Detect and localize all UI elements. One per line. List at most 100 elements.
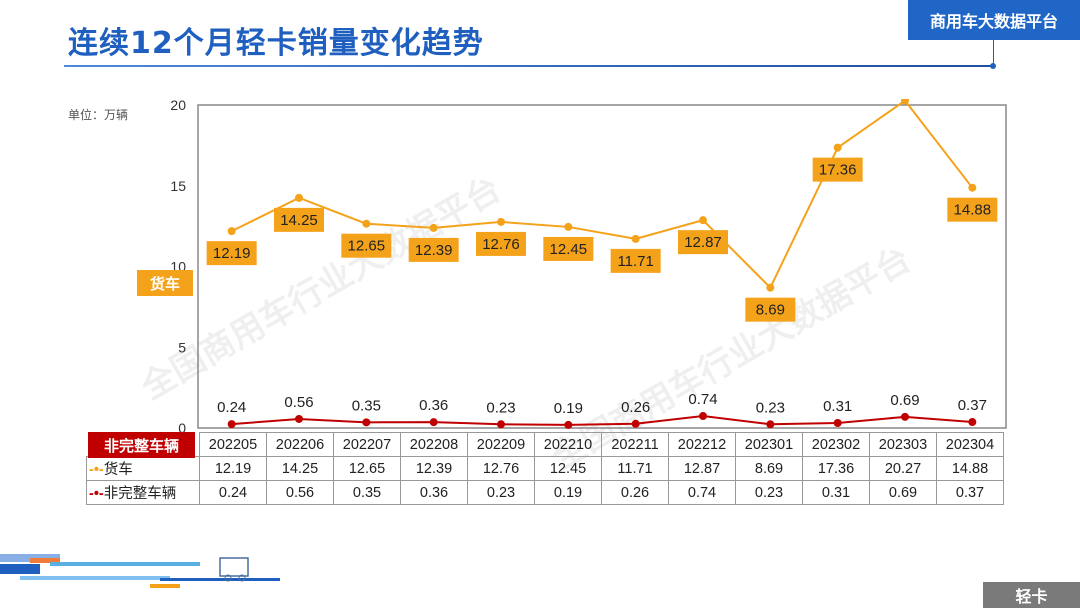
data-label: 12.39 xyxy=(415,242,453,259)
data-label: 12.76 xyxy=(482,236,520,253)
data-point xyxy=(362,418,371,427)
divider-dot xyxy=(990,63,996,69)
table-cell: 0.31 xyxy=(802,480,870,505)
data-point xyxy=(766,420,775,429)
brand-stem xyxy=(993,40,994,66)
table-cell: 17.36 xyxy=(802,456,870,481)
y-tick-label: 0 xyxy=(178,420,186,436)
data-label: 0.36 xyxy=(419,397,448,414)
table-header-cell: 202304 xyxy=(936,432,1004,457)
data-label-box xyxy=(745,297,796,322)
data-label: 11.71 xyxy=(617,253,653,270)
data-label: 0.74 xyxy=(688,391,717,408)
data-label: 12.19 xyxy=(213,245,251,262)
table-cell: 0.26 xyxy=(601,480,669,505)
page-title: 连续12个月轻卡销量变化趋势 xyxy=(68,26,484,61)
series-line-1 xyxy=(231,415,973,426)
table-cell: 0.36 xyxy=(400,480,468,505)
series-tag-truck: 货车 xyxy=(137,270,193,296)
y-tick-label: 15 xyxy=(170,178,186,194)
table-cell: 0.56 xyxy=(266,480,334,505)
data-label: 0.69 xyxy=(890,392,919,409)
data-label: 0.31 xyxy=(823,398,852,415)
table-cell: 12.76 xyxy=(467,456,535,481)
y-tick-label: 5 xyxy=(178,339,186,355)
table-cell: 0.37 xyxy=(936,480,1004,505)
unit-label: 单位：万辆 xyxy=(68,108,129,122)
data-point xyxy=(901,99,909,105)
table-cell: 0.24 xyxy=(199,480,267,505)
table-cell: 14.25 xyxy=(266,456,334,481)
data-label-box xyxy=(678,230,728,255)
data-label-box xyxy=(947,197,998,222)
data-label: 0.24 xyxy=(217,399,246,416)
data-label: 12.87 xyxy=(684,234,722,251)
data-point xyxy=(497,420,505,429)
data-point xyxy=(968,183,977,192)
table-header-cell: 202212 xyxy=(668,432,736,457)
plot-frame xyxy=(197,104,1007,429)
data-label: 17.36 xyxy=(819,162,857,179)
table-cell: 0.19 xyxy=(534,480,602,505)
data-table: 202205 202206 202207 202208 202209 202210 2022… xyxy=(86,432,1004,505)
data-point xyxy=(295,193,303,202)
table-header-cell: 202211 xyxy=(601,432,669,457)
data-label: 0.35 xyxy=(352,397,381,414)
data-point xyxy=(631,419,640,428)
data-label-box xyxy=(476,231,526,256)
data-label: 12.65 xyxy=(348,238,386,255)
legend-marker-icon: -•- xyxy=(89,462,104,478)
table-cell: 12.65 xyxy=(333,456,401,481)
table-cell: 8.69 xyxy=(735,456,803,481)
table-cell: 0.74 xyxy=(668,480,736,505)
data-point xyxy=(227,420,236,429)
table-header-cell: 202303 xyxy=(869,432,937,457)
data-label-box xyxy=(543,236,594,261)
data-point xyxy=(833,418,842,427)
brand-badge: 商用车大数据平台 xyxy=(908,0,1080,40)
data-label-box xyxy=(341,233,392,258)
table-header-cell: 202207 xyxy=(333,432,401,457)
legend-marker-icon: -•- xyxy=(89,486,104,502)
table-cell: 0.35 xyxy=(333,480,401,505)
table-cell: 12.39 xyxy=(400,456,468,481)
table-header-cell: 202205 xyxy=(199,432,267,457)
data-label-box xyxy=(610,248,661,273)
table-header-cell: 202208 xyxy=(400,432,468,457)
legend-label: 货车 xyxy=(103,462,133,478)
data-point xyxy=(699,412,707,421)
data-point xyxy=(227,227,236,236)
data-point xyxy=(901,412,909,421)
data-label: 8.69 xyxy=(756,302,785,319)
series-tag-incomplete: 非完整车辆 xyxy=(88,432,195,458)
data-point xyxy=(362,219,371,228)
table-cell: 14.88 xyxy=(936,456,1004,481)
data-label: 0.56 xyxy=(284,394,313,411)
data-point xyxy=(497,217,505,226)
data-label: 12.45 xyxy=(550,241,588,258)
data-label-box xyxy=(812,157,863,182)
data-point xyxy=(631,234,640,243)
truck-logo xyxy=(0,554,280,588)
table-row: -•-货车 12.19 14.25 12.65 12.39 12.76 12.45 11.71… xyxy=(86,456,1004,481)
data-point xyxy=(766,283,775,292)
category-tag: 轻卡 xyxy=(983,582,1080,608)
data-label: 14.88 xyxy=(954,202,992,219)
data-point xyxy=(564,420,573,429)
table-header-cell: 202209 xyxy=(467,432,535,457)
data-label: 0.23 xyxy=(756,399,785,416)
data-point xyxy=(429,223,438,232)
table-cell: 0.23 xyxy=(467,480,535,505)
table-header-cell: 202302 xyxy=(802,432,870,457)
data-label-box xyxy=(206,241,257,266)
data-point xyxy=(295,414,303,423)
table-header-cell: 202210 xyxy=(534,432,602,457)
series-legend: -•-货车 xyxy=(86,456,200,481)
table-cell: 12.45 xyxy=(534,456,602,481)
data-label-box xyxy=(408,237,459,262)
table-header-row: 202205 202206 202207 202208 202209 202210 2022… xyxy=(87,432,1004,457)
table-cell: 12.19 xyxy=(199,456,267,481)
data-label: 0.37 xyxy=(958,397,987,414)
data-label: 0.26 xyxy=(621,399,650,416)
data-label-box xyxy=(274,207,324,232)
